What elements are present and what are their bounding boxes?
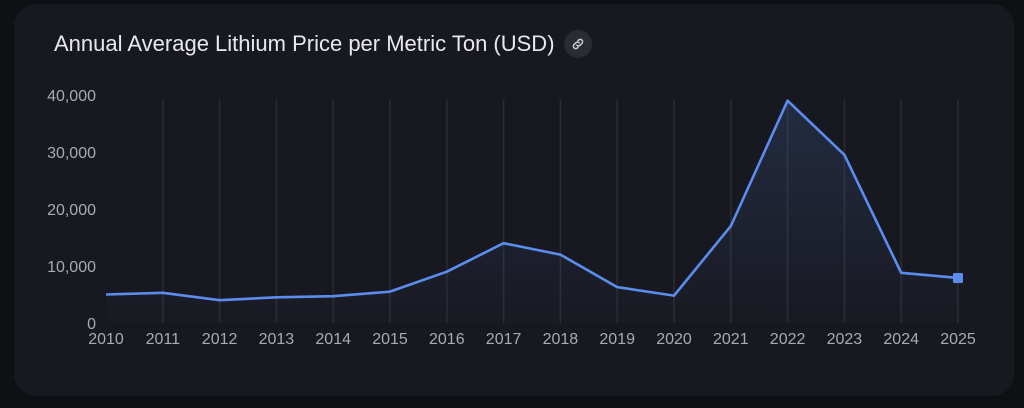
x-tick-label: 2018 (543, 331, 579, 348)
x-tick-label: 2020 (656, 331, 692, 348)
data-point-marker (953, 272, 963, 283)
x-tick-label: 2019 (599, 331, 635, 348)
link-icon (572, 38, 583, 50)
x-tick-label: 2025 (940, 331, 976, 348)
y-tick-label: 30,000 (47, 145, 96, 162)
x-tick-label: 2014 (315, 331, 351, 348)
x-tick-label: 2024 (883, 331, 919, 348)
x-tick-label: 2012 (202, 331, 238, 348)
x-tick-label: 2015 (372, 331, 408, 348)
data-line (105, 99, 959, 302)
x-tick-label: 2017 (486, 331, 522, 348)
x-tick-label: 2022 (770, 331, 806, 348)
area-fill (106, 100, 958, 323)
x-tick-label: 2023 (827, 331, 863, 348)
x-tick-label: 2016 (429, 331, 465, 348)
x-tick-label: 2021 (713, 331, 749, 348)
y-tick-label: 10,000 (47, 259, 96, 276)
x-tick-label: 2013 (259, 331, 295, 348)
y-tick-label: 20,000 (47, 202, 96, 219)
x-tick-label: 2011 (146, 331, 181, 348)
copy-link-button[interactable] (563, 30, 592, 58)
y-tick-label: 40,000 (47, 88, 96, 105)
y-tick-label: 0 (87, 316, 96, 333)
x-tick-label: 2010 (88, 331, 124, 348)
chart-title: Annual Average Lithium Price per Metric … (54, 31, 555, 56)
